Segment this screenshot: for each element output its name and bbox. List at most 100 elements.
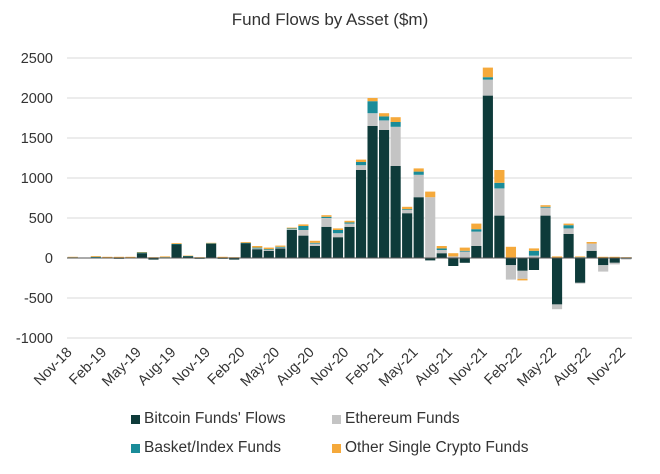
bar-segment-other	[609, 256, 620, 258]
bar-segment-ethereum	[459, 251, 470, 258]
bar-segment-other	[229, 257, 240, 258]
bar-segment-ethereum	[413, 174, 424, 198]
x-tick-label: Nov-19	[170, 345, 214, 389]
x-tick-label: Nov-22	[585, 345, 629, 389]
bar-segment-basket	[275, 246, 286, 248]
bar-segment-other	[621, 257, 632, 258]
bar-segment-bitcoin	[390, 166, 401, 258]
bar-segment-basket	[321, 216, 332, 218]
bar-segment-ethereum	[275, 247, 286, 249]
bar-segment-basket	[159, 257, 171, 258]
bar-segment-bitcoin	[183, 256, 194, 258]
chart-title: Fund Flows by Asset ($m)	[231, 10, 429, 29]
x-tick-label: Nov-20	[308, 345, 352, 389]
bar-segment-other	[148, 257, 159, 258]
x-tick-label: Aug-19	[135, 345, 179, 389]
bar-segment-bitcoin	[148, 258, 159, 260]
y-tick-label: 2000	[21, 91, 53, 107]
bar-segment-basket	[67, 257, 78, 258]
bar-segment-bitcoin	[136, 253, 148, 258]
bar-segment-basket	[355, 162, 367, 166]
bar-segment-other	[355, 159, 367, 162]
bar-segment-basket	[286, 228, 297, 230]
legend-label-bitcoin: Bitcoin Funds' Flows	[144, 410, 286, 427]
bar-segment-bitcoin	[563, 234, 574, 258]
bar-segment-other	[390, 117, 401, 122]
legend-swatch-other	[332, 443, 341, 453]
bar-segment-ethereum	[436, 250, 447, 254]
bar-segment-bitcoin	[425, 258, 436, 261]
bar-segment-ethereum	[609, 262, 620, 265]
bar-segment-bitcoin	[252, 249, 263, 258]
legend-swatch-bitcoin	[131, 414, 140, 424]
bar-segment-ethereum	[528, 255, 540, 258]
bar-segment-other	[575, 256, 586, 258]
bar-segment-basket	[332, 230, 344, 234]
bar-segment-bitcoin	[551, 258, 563, 305]
x-tick-label: May-21	[376, 345, 422, 391]
y-tick-label: 500	[29, 211, 53, 227]
bar-segment-other	[598, 256, 609, 258]
bar-segment-ethereum	[355, 165, 367, 170]
bar-segment-ethereum	[598, 265, 609, 272]
legend-item-other: Other Single Crypto Funds	[332, 439, 529, 457]
bar-segment-other	[344, 220, 355, 223]
bar-segment-bitcoin	[379, 130, 390, 258]
bar-segment-bitcoin	[171, 244, 182, 258]
bar-segment-other	[217, 256, 228, 258]
bar-segment-basket	[344, 222, 355, 224]
bar-segment-bitcoin	[609, 258, 620, 263]
bar-segment-other	[102, 256, 113, 258]
bar-segment-bitcoin	[367, 126, 378, 258]
bar-segment-other	[332, 228, 344, 230]
bar-segment-other	[494, 170, 505, 183]
x-tick-label: May-19	[99, 345, 145, 391]
bar-segment-bitcoin	[586, 250, 597, 258]
bar-segment-other	[183, 255, 194, 257]
legend-item-bitcoin: Bitcoin Funds' Flows	[131, 410, 286, 428]
bar-segment-other	[252, 246, 263, 248]
bar-segment-basket	[263, 249, 274, 250]
bar-segment-other	[586, 242, 597, 244]
bar-segment-basket	[90, 256, 101, 258]
bar-segment-other	[505, 246, 517, 258]
bar-segment-basket	[413, 171, 424, 175]
bar-segment-ethereum	[482, 79, 493, 96]
bar-segment-other	[528, 248, 540, 251]
bar-segment-other	[402, 206, 413, 210]
legend-label-ethereum: Ethereum Funds	[345, 410, 460, 427]
bar-segment-basket	[136, 252, 148, 254]
bar-segment-ethereum	[425, 197, 436, 258]
bar-segment-basket	[471, 229, 482, 232]
y-tick-label: -1000	[16, 331, 53, 347]
x-tick-label: Nov-21	[446, 345, 490, 389]
legend-item-basket: Basket/Index Funds	[131, 439, 281, 457]
bar-segment-other	[194, 257, 205, 258]
bar-segment-basket	[240, 242, 251, 244]
legend-label-other: Other Single Crypto Funds	[345, 439, 529, 456]
bar-segment-ethereum	[505, 265, 517, 280]
bar-segment-ethereum	[471, 231, 482, 246]
bar-segment-other	[321, 215, 332, 217]
bar-segment-other	[171, 243, 182, 244]
bar-segment-ethereum	[390, 126, 401, 166]
bar-segment-other	[367, 98, 378, 102]
bar-segment-basket	[309, 242, 320, 244]
bar-segment-ethereum	[344, 223, 355, 227]
bar-segment-bitcoin	[540, 215, 551, 258]
bar-segment-other	[517, 278, 528, 281]
bar-segment-bitcoin	[240, 243, 251, 258]
bar-segment-other	[379, 113, 390, 117]
legend-item-ethereum: Ethereum Funds	[332, 410, 460, 428]
bar-segment-ethereum	[551, 304, 563, 310]
bar-segment-ethereum	[367, 113, 378, 126]
bar-segment-other	[563, 223, 574, 226]
bar-segment-ethereum	[621, 258, 632, 260]
bar-segment-ethereum	[575, 282, 586, 284]
bar-segment-basket	[528, 250, 540, 256]
bar-segment-basket	[436, 248, 447, 250]
x-tick-label: May-22	[514, 345, 560, 391]
bar-segment-other	[206, 242, 217, 244]
bar-segment-other	[67, 256, 78, 258]
